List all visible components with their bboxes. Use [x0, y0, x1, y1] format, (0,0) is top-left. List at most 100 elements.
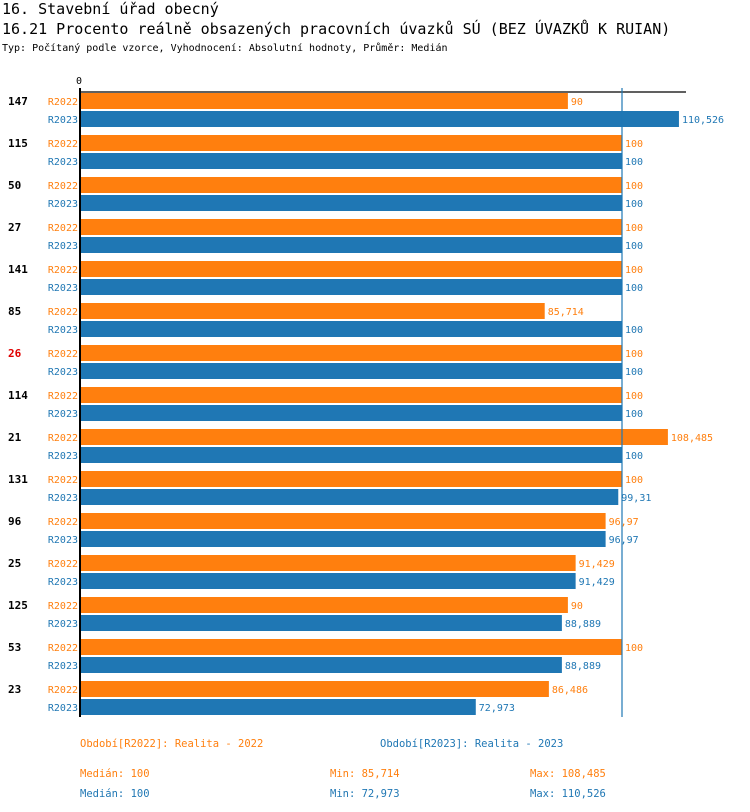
bar	[81, 237, 622, 253]
category-label: 26	[8, 347, 22, 360]
bar	[81, 345, 622, 361]
data-label: 72,973	[479, 703, 515, 714]
bar	[81, 555, 576, 571]
series-label: R2023	[48, 661, 78, 672]
series-label: R2023	[48, 367, 78, 378]
data-label: 91,429	[579, 559, 615, 570]
bar	[81, 681, 549, 697]
bar	[81, 93, 568, 109]
bar	[81, 195, 622, 211]
series-label: R2023	[48, 241, 78, 252]
data-label: 88,889	[565, 661, 601, 672]
bar	[81, 639, 622, 655]
bar	[81, 447, 622, 463]
data-label: 100	[625, 409, 643, 420]
bar	[81, 615, 562, 631]
series-label: R2022	[48, 517, 78, 528]
bar	[81, 657, 562, 673]
data-label: 100	[625, 643, 643, 654]
series-label: R2023	[48, 325, 78, 336]
data-label: 100	[625, 475, 643, 486]
series-label: R2023	[48, 535, 78, 546]
stat-r2023-median: Medián: 100	[80, 788, 150, 800]
category-label: 23	[8, 683, 21, 696]
section-title: 16. Stavební úřad obecný	[2, 0, 219, 18]
category-label: 85	[8, 305, 21, 318]
series-label: R2023	[48, 619, 78, 630]
bar	[81, 303, 545, 319]
series-label: R2023	[48, 199, 78, 210]
data-label: 100	[625, 265, 643, 276]
indicator-title: 16.21 Procento reálně obsazených pracovn…	[2, 20, 671, 38]
category-label: 115	[8, 137, 28, 150]
data-label: 96,97	[609, 517, 639, 528]
data-label: 100	[625, 325, 643, 336]
bar	[81, 573, 576, 589]
data-label: 100	[625, 241, 643, 252]
stat-r2022-min: Min: 85,714	[330, 768, 400, 780]
category-label: 141	[8, 263, 28, 276]
series-label: R2023	[48, 409, 78, 420]
bar	[81, 699, 476, 715]
bar	[81, 153, 622, 169]
data-label: 100	[625, 139, 643, 150]
data-label: 96,97	[609, 535, 639, 546]
series-label: R2022	[48, 643, 78, 654]
stat-r2023-max: Max: 110,526	[530, 788, 606, 800]
series-label: R2022	[48, 685, 78, 696]
legend-r2023: Období[R2023]: Realita - 2023	[380, 738, 564, 750]
category-label: 27	[8, 221, 21, 234]
series-label: R2023	[48, 157, 78, 168]
bar	[81, 471, 622, 487]
series-label: R2022	[48, 559, 78, 570]
bar	[81, 279, 622, 295]
series-label: R2022	[48, 97, 78, 108]
bar	[81, 531, 606, 547]
series-label: R2022	[48, 139, 78, 150]
series-label: R2023	[48, 451, 78, 462]
stat-r2023-min: Min: 72,973	[330, 788, 400, 800]
data-label: 88,889	[565, 619, 601, 630]
series-label: R2022	[48, 307, 78, 318]
bar	[81, 405, 622, 421]
bar	[81, 219, 622, 235]
data-label: 90	[571, 97, 583, 108]
category-label: 25	[8, 557, 21, 570]
stat-r2022-median: Medián: 100	[80, 768, 150, 780]
stat-r2022-max: Max: 108,485	[530, 768, 606, 780]
series-label: R2022	[48, 223, 78, 234]
indicator-subtitle: Typ: Počítaný podle vzorce, Vyhodnocení:…	[2, 43, 448, 54]
series-label: R2023	[48, 703, 78, 714]
series-label: R2022	[48, 349, 78, 360]
bar	[81, 261, 622, 277]
data-label: 100	[625, 283, 643, 294]
series-label: R2022	[48, 181, 78, 192]
category-label: 50	[8, 179, 21, 192]
x-tick-label: 0	[76, 76, 82, 87]
bar	[81, 321, 622, 337]
data-label: 91,429	[579, 577, 615, 588]
category-label: 131	[8, 473, 28, 486]
bar	[81, 135, 622, 151]
bar	[81, 177, 622, 193]
data-label: 90	[571, 601, 583, 612]
bar	[81, 387, 622, 403]
data-label: 108,485	[671, 433, 713, 444]
category-label: 53	[8, 641, 21, 654]
series-label: R2022	[48, 475, 78, 486]
bar	[81, 429, 668, 445]
data-label: 100	[625, 181, 643, 192]
series-label: R2022	[48, 433, 78, 444]
category-label: 147	[8, 95, 28, 108]
category-label: 21	[8, 431, 22, 444]
series-label: R2022	[48, 265, 78, 276]
series-label: R2023	[48, 493, 78, 504]
category-label: 125	[8, 599, 28, 612]
series-label: R2023	[48, 283, 78, 294]
legend-r2022: Období[R2022]: Realita - 2022	[80, 738, 264, 750]
bar	[81, 111, 679, 127]
category-label: 96	[8, 515, 22, 528]
data-label: 100	[625, 391, 643, 402]
data-label: 86,486	[552, 685, 588, 696]
